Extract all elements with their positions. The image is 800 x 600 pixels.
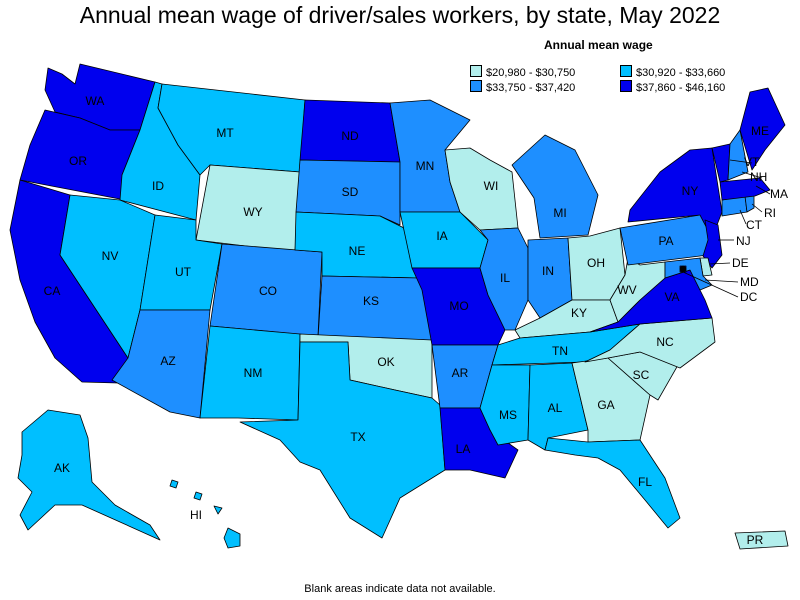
label-WI: WI bbox=[484, 179, 499, 193]
label-PR: PR bbox=[747, 533, 764, 547]
label-MT: MT bbox=[216, 126, 234, 140]
label-MO: MO bbox=[449, 299, 468, 313]
state-SD[interactable] bbox=[295, 159, 401, 226]
state-NC[interactable] bbox=[584, 317, 716, 369]
label-SC: SC bbox=[633, 368, 650, 382]
callout-lines bbox=[682, 159, 771, 298]
label-TN: TN bbox=[552, 344, 568, 358]
state-NM[interactable] bbox=[199, 325, 301, 421]
label-ND: ND bbox=[341, 129, 359, 143]
state-NJ[interactable] bbox=[702, 219, 723, 269]
label-OK: OK bbox=[377, 355, 394, 369]
label-ID: ID bbox=[152, 179, 164, 193]
label-RI: RI bbox=[764, 206, 776, 220]
label-VA: VA bbox=[664, 290, 679, 304]
label-CA: CA bbox=[44, 284, 61, 298]
label-OH: OH bbox=[587, 256, 605, 270]
dc-marker bbox=[679, 265, 687, 273]
legend-label-tier-2: $33,750 - $37,420 bbox=[486, 82, 576, 94]
label-PA: PA bbox=[658, 234, 673, 248]
label-SD: SD bbox=[342, 185, 359, 199]
label-CO: CO bbox=[259, 284, 277, 298]
legend-label-tier-3: $37,860 - $46,160 bbox=[636, 82, 726, 94]
legend-swatch-tier-0 bbox=[470, 65, 482, 77]
label-NV: NV bbox=[102, 249, 119, 263]
legend-swatch-tier-1 bbox=[620, 65, 632, 77]
label-MD: MD bbox=[740, 275, 759, 289]
label-TX: TX bbox=[350, 430, 365, 444]
label-CT: CT bbox=[746, 218, 763, 232]
state-RI[interactable] bbox=[744, 195, 755, 213]
legend-swatch-tier-3 bbox=[620, 80, 632, 92]
label-NM: NM bbox=[244, 366, 263, 380]
label-IA: IA bbox=[436, 229, 447, 243]
state-MD[interactable] bbox=[664, 257, 713, 291]
state-HI[interactable] bbox=[169, 479, 241, 549]
map-title: Annual mean wage of driver/sales workers… bbox=[79, 2, 721, 28]
label-NC: NC bbox=[656, 335, 674, 349]
label-NE: NE bbox=[349, 244, 366, 258]
legend-swatch-tier-2 bbox=[470, 80, 482, 92]
state-MA[interactable] bbox=[719, 177, 771, 201]
label-NY: NY bbox=[682, 184, 699, 198]
label-MS: MS bbox=[499, 408, 517, 422]
label-ME: ME bbox=[751, 124, 769, 138]
label-HI: HI bbox=[190, 508, 202, 522]
label-MN: MN bbox=[416, 159, 435, 173]
legend-label-tier-0: $20,980 - $30,750 bbox=[486, 67, 576, 79]
legend-title: Annual mean wage bbox=[544, 38, 653, 52]
label-WA: WA bbox=[86, 94, 105, 108]
state-IL[interactable] bbox=[479, 227, 529, 331]
label-GA: GA bbox=[597, 398, 614, 412]
label-UT: UT bbox=[175, 265, 192, 279]
label-DE: DE bbox=[732, 256, 749, 270]
state-MI[interactable] bbox=[511, 134, 599, 239]
legend-item-tier-2: $33,750 - $37,420 bbox=[470, 80, 575, 94]
label-WY: WY bbox=[243, 205, 262, 219]
label-LA: LA bbox=[456, 442, 471, 456]
label-MI: MI bbox=[553, 206, 566, 220]
label-NJ: NJ bbox=[736, 234, 751, 248]
state-ME[interactable] bbox=[739, 87, 786, 171]
state-TX[interactable] bbox=[239, 341, 446, 539]
label-IL: IL bbox=[500, 271, 510, 285]
label-DC: DC bbox=[740, 290, 758, 304]
label-AL: AL bbox=[548, 401, 563, 415]
state-AZ[interactable] bbox=[111, 309, 211, 419]
label-KY: KY bbox=[571, 306, 587, 320]
legend-item-tier-0: $20,980 - $30,750 bbox=[470, 65, 575, 79]
label-AR: AR bbox=[452, 366, 469, 380]
footer-note: Blank areas indicate data not available. bbox=[304, 583, 496, 595]
legend-item-tier-1: $30,920 - $33,660 bbox=[620, 65, 725, 79]
state-AK[interactable] bbox=[17, 409, 161, 541]
label-WV: WV bbox=[617, 283, 636, 297]
label-FL: FL bbox=[638, 475, 652, 489]
state-PR[interactable] bbox=[734, 530, 789, 550]
label-MA: MA bbox=[770, 187, 788, 201]
label-OR: OR bbox=[69, 154, 87, 168]
state-NH[interactable] bbox=[727, 129, 749, 181]
label-IN: IN bbox=[542, 264, 554, 278]
label-KS: KS bbox=[363, 294, 379, 308]
state-FL[interactable] bbox=[544, 437, 681, 529]
label-AZ: AZ bbox=[160, 354, 175, 368]
label-NH: NH bbox=[750, 170, 767, 184]
legend-item-tier-3: $37,860 - $46,160 bbox=[620, 80, 725, 94]
label-AK: AK bbox=[54, 461, 70, 475]
label-VT: VT bbox=[744, 155, 760, 169]
legend-label-tier-1: $30,920 - $33,660 bbox=[636, 67, 726, 79]
